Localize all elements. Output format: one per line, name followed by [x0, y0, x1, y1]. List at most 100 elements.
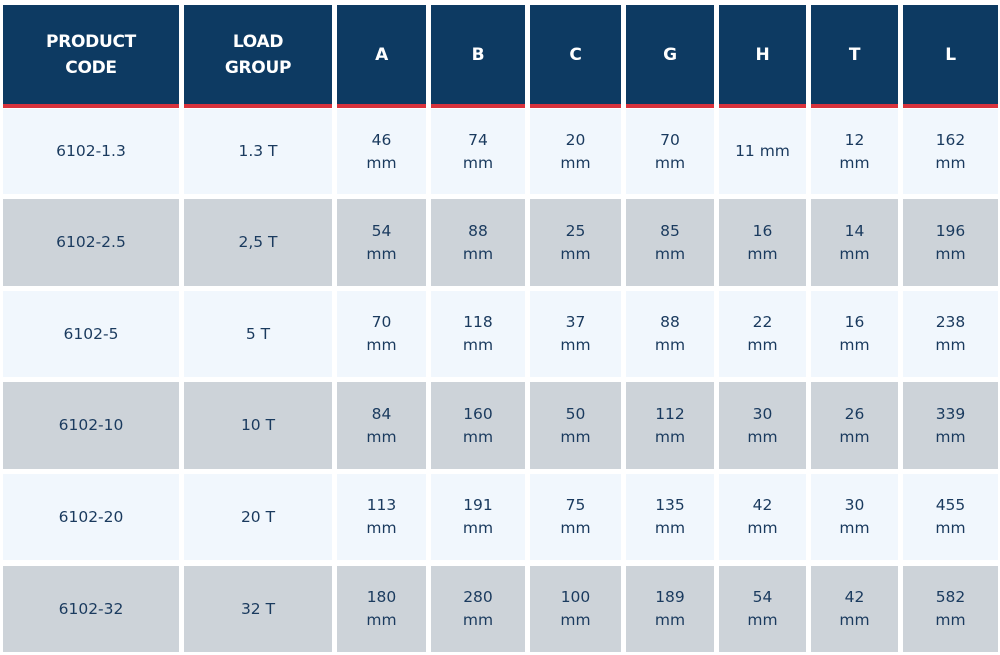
cell-dim-g: 135 mm: [626, 474, 714, 560]
cell-dim-b: 118 mm: [431, 291, 525, 377]
header-product-code-text: PRODUCT CODE: [46, 31, 136, 78]
header-dim-g-text: G: [663, 44, 677, 65]
cell-product-code: 6102-2.5: [3, 199, 179, 286]
cell-dim-a-text: 54 mm: [366, 221, 397, 263]
cell-load-group: 2,5 T: [184, 199, 332, 286]
cell-dim-a-text: 70 mm: [366, 313, 397, 354]
cell-dim-a-text: 46 mm: [366, 130, 397, 172]
cell-dim-h-text: 22 mm: [747, 313, 778, 354]
cell-dim-h-text: 11 mm: [735, 142, 790, 160]
cell-load-group: 10 T: [184, 382, 332, 469]
cell-dim-c: 25 mm: [530, 199, 621, 286]
cell-dim-l-text: 238 mm: [935, 313, 966, 354]
cell-dim-h: 22 mm: [719, 291, 806, 377]
cell-dim-t: 14 mm: [811, 199, 898, 286]
cell-dim-t-text: 30 mm: [839, 496, 870, 537]
cell-dim-c-text: 25 mm: [560, 221, 591, 263]
header-dim-c-text: C: [569, 44, 582, 65]
cell-load-group: 1.3 T: [184, 109, 332, 194]
cell-dim-h-text: 42 mm: [747, 496, 778, 537]
cell-dim-t: 26 mm: [811, 382, 898, 469]
cell-dim-t-text: 42 mm: [839, 588, 870, 629]
cell-dim-c: 75 mm: [530, 474, 621, 560]
cell-dim-g-text: 112 mm: [654, 404, 686, 446]
cell-dim-b: 191 mm: [431, 474, 525, 560]
header-product-code: PRODUCT CODE: [3, 5, 179, 108]
cell-dim-l-text: 162 mm: [935, 130, 966, 172]
cell-dim-l: 196 mm: [903, 199, 998, 286]
cell-dim-t: 42 mm: [811, 566, 898, 652]
cell-dim-t: 30 mm: [811, 474, 898, 560]
cell-dim-c-text: 50 mm: [560, 404, 591, 446]
cell-dim-t-text: 14 mm: [839, 221, 870, 263]
cell-dim-g: 85 mm: [626, 199, 714, 286]
cell-dim-h-text: 54 mm: [747, 588, 778, 629]
header-dim-a: A: [337, 5, 426, 108]
cell-product-code-text: 6102-20: [58, 507, 124, 526]
cell-dim-l-text: 196 mm: [935, 221, 966, 263]
header-dim-c: C: [530, 5, 621, 108]
header-dim-t: T: [811, 5, 898, 108]
cell-load-group-text: 10 T: [240, 416, 276, 434]
cell-dim-g-text: 189 mm: [654, 588, 686, 629]
cell-dim-a: 113 mm: [337, 474, 426, 560]
header-dim-g: G: [626, 5, 714, 108]
header-dim-l-text: L: [945, 44, 956, 65]
cell-dim-b: 74 mm: [431, 109, 525, 194]
cell-dim-g: 70 mm: [626, 109, 714, 194]
cell-dim-a: 46 mm: [337, 109, 426, 194]
cell-dim-c-text: 75 mm: [560, 496, 591, 537]
cell-dim-l: 582 mm: [903, 566, 998, 652]
cell-dim-a-text: 180 mm: [366, 588, 397, 629]
cell-dim-g: 112 mm: [626, 382, 714, 469]
cell-dim-a: 180 mm: [337, 566, 426, 652]
cell-load-group-text: 1.3 T: [238, 142, 278, 160]
cell-dim-t-text: 16 mm: [839, 313, 870, 354]
cell-dim-l: 238 mm: [903, 291, 998, 377]
cell-dim-t-text: 26 mm: [839, 404, 870, 446]
cell-dim-l: 455 mm: [903, 474, 998, 560]
cell-product-code: 6102-1.3: [3, 109, 179, 194]
header-dim-b-text: B: [471, 44, 485, 65]
cell-dim-h: 30 mm: [719, 382, 806, 469]
cell-dim-l-text: 582 mm: [935, 588, 966, 629]
cell-dim-a: 70 mm: [337, 291, 426, 377]
cell-dim-c-text: 100 mm: [560, 588, 591, 629]
cell-dim-c: 50 mm: [530, 382, 621, 469]
cell-dim-g-text: 88 mm: [654, 313, 686, 354]
cell-dim-l: 162 mm: [903, 109, 998, 194]
cell-dim-b: 88 mm: [431, 199, 525, 286]
cell-dim-c-text: 20 mm: [560, 130, 591, 172]
cell-dim-h-text: 16 mm: [747, 221, 778, 263]
header-dim-a-text: A: [375, 44, 388, 65]
cell-dim-g-text: 70 mm: [654, 130, 686, 172]
header-load-group-text: LOAD GROUP: [224, 31, 292, 78]
cell-load-group-text: 20 T: [240, 507, 276, 526]
cell-dim-h: 54 mm: [719, 566, 806, 652]
header-dim-t-text: T: [848, 44, 861, 65]
cell-dim-c: 20 mm: [530, 109, 621, 194]
header-dim-b: B: [431, 5, 525, 108]
cell-dim-l: 339 mm: [903, 382, 998, 469]
cell-load-group-text: 5 T: [245, 324, 271, 343]
cell-load-group: 32 T: [184, 566, 332, 652]
cell-load-group-text: 32 T: [240, 599, 276, 618]
cell-product-code-text: 6102-10: [58, 416, 124, 434]
cell-dim-b-text: 280 mm: [462, 588, 494, 629]
header-load-group: LOAD GROUP: [184, 5, 332, 108]
cell-product-code: 6102-10: [3, 382, 179, 469]
cell-product-code: 6102-5: [3, 291, 179, 377]
header-dim-h-text: H: [755, 44, 770, 65]
cell-dim-h: 16 mm: [719, 199, 806, 286]
header-dim-l: L: [903, 5, 998, 108]
cell-dim-a: 84 mm: [337, 382, 426, 469]
cell-dim-l-text: 455 mm: [935, 496, 966, 537]
cell-dim-t-text: 12 mm: [839, 130, 870, 172]
cell-dim-h-text: 30 mm: [747, 404, 778, 446]
cell-product-code: 6102-20: [3, 474, 179, 560]
cell-dim-t: 12 mm: [811, 109, 898, 194]
cell-dim-l-text: 339 mm: [935, 404, 966, 446]
cell-dim-h: 42 mm: [719, 474, 806, 560]
cell-dim-a: 54 mm: [337, 199, 426, 286]
